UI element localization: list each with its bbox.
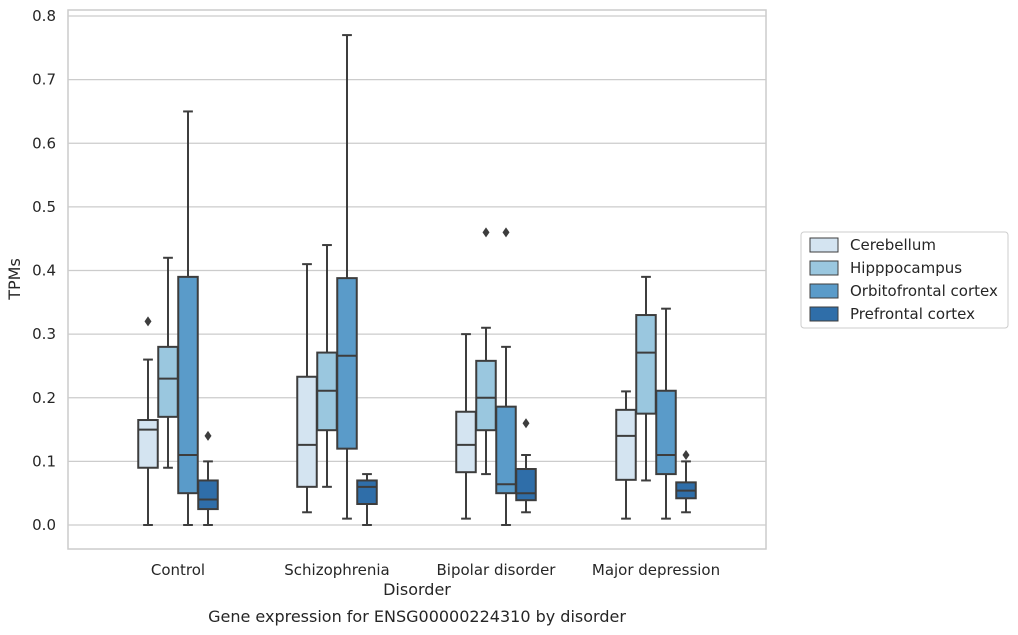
box-hipppocampus	[475, 227, 497, 476]
y-tick-label: 0.7	[32, 71, 56, 89]
box-iqr	[296, 375, 318, 488]
box-iqr	[356, 479, 378, 506]
y-tick-label: 0.1	[32, 452, 56, 470]
box-cerebellum	[455, 333, 477, 520]
legend-swatch	[809, 283, 839, 299]
box-prefrontal-cortex	[675, 450, 697, 514]
box-plot-series	[137, 34, 697, 526]
box-iqr	[157, 345, 179, 418]
chart-caption: Gene expression for ENSG00000224310 by d…	[208, 607, 626, 626]
outlier-point	[204, 430, 212, 441]
box-iqr	[635, 314, 657, 415]
box-prefrontal-cortex	[356, 473, 378, 526]
x-axis-tick-labels: Control Schizophrenia Bipolar disorder Majo…	[151, 561, 720, 579]
box-iqr	[615, 408, 637, 481]
y-axis-tick-labels: 0.0 0.1 0.2 0.3 0.4 0.5 0.6 0.7 0.8	[32, 7, 56, 534]
y-tick-label: 0.0	[32, 516, 56, 534]
box-hipppocampus	[635, 275, 657, 482]
legend-swatch	[809, 306, 839, 322]
box-iqr	[336, 277, 358, 450]
box-hipppocampus	[157, 256, 179, 469]
box-orbitofrontal-cortex	[495, 227, 517, 526]
box-iqr	[197, 479, 219, 511]
y-tick-label: 0.5	[32, 198, 56, 216]
y-tick-label: 0.4	[32, 262, 56, 280]
box-cerebellum	[296, 263, 318, 514]
box-prefrontal-cortex	[197, 430, 219, 526]
box-cerebellum	[615, 390, 637, 520]
box-prefrontal-cortex	[515, 418, 537, 514]
legend-label: Hipppocampus	[850, 259, 962, 277]
outlier-point	[682, 450, 690, 461]
legend-label: Orbitofrontal cortex	[850, 282, 998, 300]
legend-swatch	[809, 260, 839, 276]
box-orbitofrontal-cortex	[177, 110, 199, 526]
legend: Cerebellum Hipppocampus Orbitofrontal cort…	[800, 231, 1009, 329]
x-tick-label: Major depression	[592, 561, 720, 579]
y-tick-label: 0.3	[32, 325, 56, 343]
box-iqr	[455, 410, 477, 474]
legend-label: Cerebellum	[850, 236, 936, 254]
outlier-point	[502, 227, 510, 238]
legend-swatch	[809, 237, 839, 253]
box-iqr	[655, 389, 677, 476]
plot-frame	[67, 9, 767, 550]
legend-frame	[800, 231, 1009, 329]
box-iqr	[177, 275, 199, 495]
outlier-point	[522, 418, 530, 429]
legend-label: Prefrontal cortex	[850, 305, 975, 323]
box-orbitofrontal-cortex	[655, 307, 677, 520]
y-tick-label: 0.2	[32, 389, 56, 407]
box-iqr	[515, 468, 537, 502]
box-cerebellum	[137, 316, 159, 526]
y-tick-label: 0.8	[32, 7, 56, 25]
box-orbitofrontal-cortex	[336, 34, 358, 520]
y-tick-label: 0.6	[32, 134, 56, 152]
y-axis-title: TPMs	[5, 258, 24, 301]
box-iqr	[495, 405, 517, 495]
x-tick-label: Schizophrenia	[284, 561, 389, 579]
x-tick-label: Bipolar disorder	[437, 561, 557, 579]
outlier-point	[144, 316, 152, 327]
box-iqr	[475, 359, 497, 432]
box-iqr	[137, 419, 159, 469]
outlier-point	[482, 227, 490, 238]
x-axis-title: Disorder	[383, 580, 451, 599]
x-tick-label: Control	[151, 561, 205, 579]
legend-items: Cerebellum Hipppocampus Orbitofrontal cort…	[809, 236, 998, 323]
